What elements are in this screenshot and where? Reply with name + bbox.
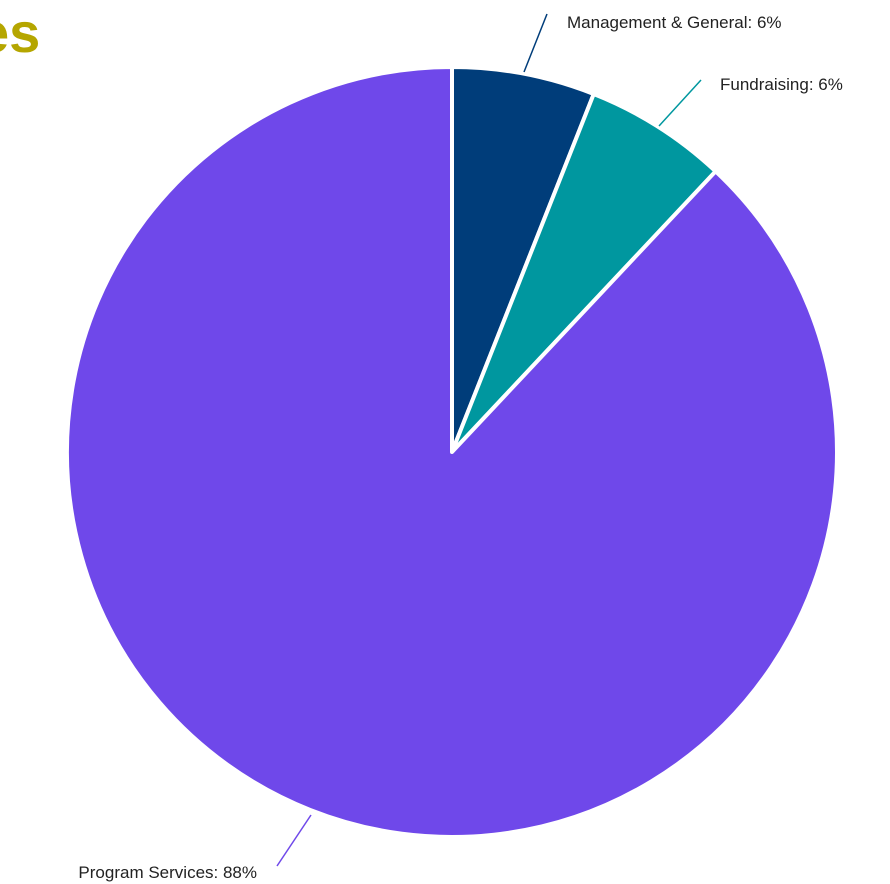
pie-slice-1 (450, 65, 596, 454)
slice-label-2: Fundraising: 6% (720, 75, 843, 94)
pie-slices (65, 65, 839, 839)
pie-slice-3 (65, 65, 839, 839)
leader-line-2 (658, 79, 702, 127)
slice-label-1: Management & General: 6% (567, 13, 782, 32)
slice-leader-lines (276, 13, 702, 867)
slice-labels: Management & General: 6% Fundraising: 6% P… (78, 13, 842, 882)
leader-line-1 (523, 13, 548, 73)
leader-line-3 (276, 814, 312, 867)
pie-slice-2 (450, 92, 718, 454)
slice-label-3: Program Services: 88% (78, 863, 257, 882)
chart-title: es (0, 1, 40, 64)
